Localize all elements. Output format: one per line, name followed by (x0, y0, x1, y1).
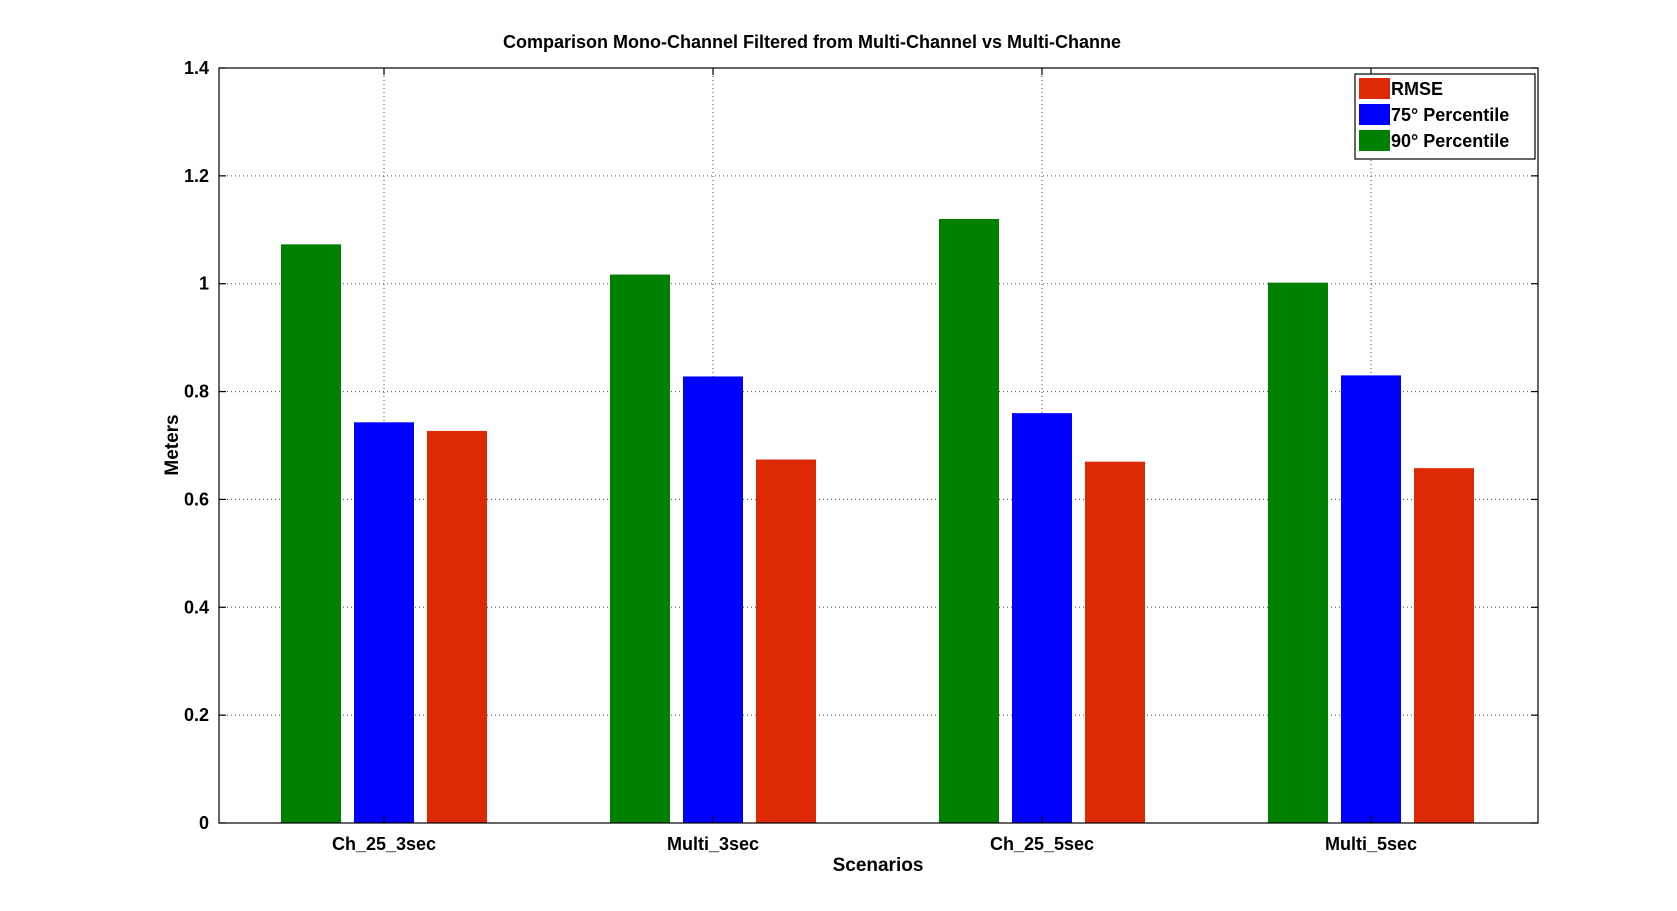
bar (1341, 375, 1401, 823)
x-tick-label: Multi_5sec (1325, 834, 1417, 854)
legend-label: 90° Percentile (1391, 131, 1509, 151)
x-tick-label: Multi_3sec (667, 834, 759, 854)
bar (1085, 461, 1145, 823)
y-tick-label: 0 (199, 813, 209, 833)
y-tick-labels: 0 0.2 0.4 0.6 0.8 1 1.2 1.4 (184, 58, 209, 833)
bar (1268, 282, 1328, 823)
bar (427, 430, 487, 823)
legend-swatch (1359, 130, 1390, 151)
bar (1012, 413, 1072, 823)
legend-items: RMSE 75° Percentile 90° Percentile (1359, 78, 1509, 151)
y-tick-label: 1.2 (184, 166, 209, 186)
legend-label: RMSE (1391, 79, 1443, 99)
plot-area (219, 68, 1538, 823)
bars (281, 219, 1474, 824)
bar (939, 219, 999, 823)
y-tick-label: 1.4 (184, 58, 209, 78)
y-tick-label: 1 (199, 274, 209, 294)
chart-title: Comparison Mono-Channel Filtered from Mu… (503, 32, 1121, 52)
legend-swatch (1359, 104, 1390, 125)
plot-frame (218, 67, 1539, 824)
bar (610, 274, 670, 824)
bar (281, 244, 341, 823)
legend-label: 75° Percentile (1391, 105, 1509, 125)
y-tick-label: 0.4 (184, 597, 209, 617)
legend: RMSE 75° Percentile 90° Percentile (1354, 73, 1536, 160)
y-tick-label: 0.8 (184, 382, 209, 402)
y-tick-label: 0.2 (184, 705, 209, 725)
x-tick-label: Ch_25_3sec (332, 834, 436, 854)
bar (354, 422, 414, 823)
x-tick-labels: Ch_25_3sec Multi_3sec Ch_25_5sec Multi_5sec (332, 834, 1417, 854)
y-tick-label: 0.6 (184, 489, 209, 509)
bar (1414, 468, 1474, 823)
bar (683, 376, 743, 823)
bar (756, 459, 816, 823)
x-tick-label: Ch_25_5sec (990, 834, 1094, 854)
y-axis-label: Meters (162, 414, 183, 475)
x-axis-label: Scenarios (833, 855, 924, 876)
legend-swatch (1359, 78, 1390, 99)
